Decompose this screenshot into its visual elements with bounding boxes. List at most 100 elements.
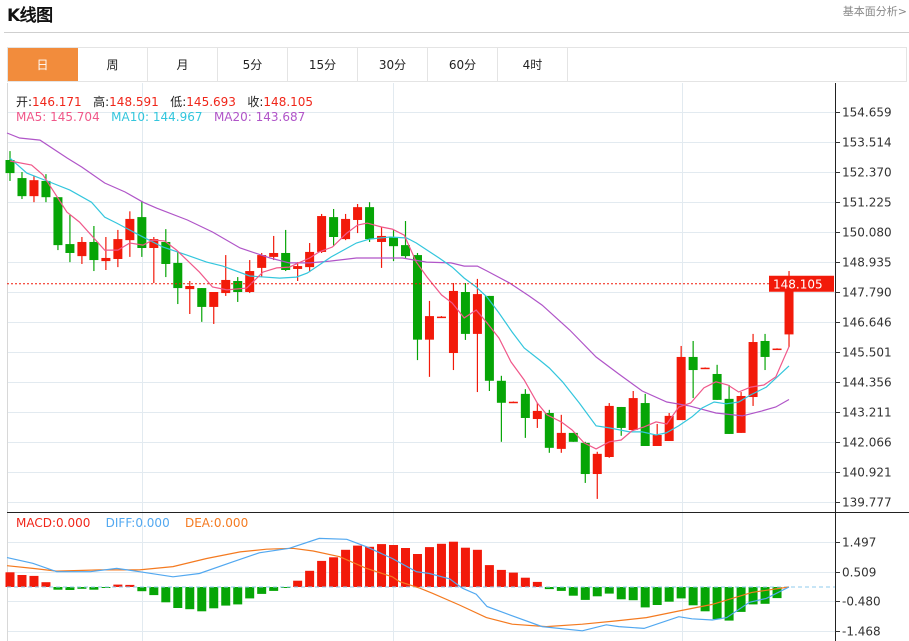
macd-histogram-bar [77, 587, 87, 589]
candle-down [484, 295, 494, 381]
candle-down [520, 393, 530, 418]
macd-histogram-bar [592, 587, 602, 597]
low-label: 低: [170, 95, 187, 109]
macd-histogram-bar [341, 549, 351, 587]
macd-histogram-bar [65, 587, 75, 590]
candle-up [209, 292, 219, 307]
macd-histogram-bar [700, 587, 710, 612]
tab-15min[interactable]: 15分 [288, 48, 358, 81]
macd-histogram-bar [412, 554, 422, 587]
ma20-value: 143.687 [255, 110, 306, 124]
diff-value: 0.000 [135, 516, 170, 530]
macd-histogram-bar [353, 545, 363, 587]
tab-30min[interactable]: 30分 [358, 48, 428, 81]
macd-histogram-bar [257, 587, 267, 594]
price-axis-label: 144.356 [842, 376, 892, 390]
ma5-line [9, 160, 790, 450]
candle-down [233, 281, 243, 292]
candle-up [556, 432, 566, 449]
candle-down [17, 178, 27, 197]
macd-histogram-bar [29, 575, 39, 587]
macd-histogram-bar [113, 584, 123, 587]
page-title: K线图 [7, 6, 53, 26]
ma5-value: 145.704 [50, 110, 100, 124]
price-axis-label: 154.659 [842, 106, 892, 120]
candle-down [173, 262, 183, 289]
macd-histogram-bar [41, 582, 51, 587]
candle-up [293, 266, 303, 269]
tab-month[interactable]: 月 [148, 48, 218, 81]
high-label: 高: [93, 95, 110, 109]
macd-axis-label: 1.497 [842, 536, 876, 550]
macd-histogram-bar [544, 587, 554, 590]
candle-up [77, 241, 87, 257]
ma10-value: 144.967 [152, 110, 203, 124]
candle-up [772, 348, 782, 351]
current-price-label: 148.105 [773, 277, 823, 291]
candle-up [472, 294, 482, 334]
ohlc-legend: 开:146.171 高:148.591 低:145.693 收:148.105 [16, 93, 313, 110]
candle-up [221, 279, 231, 294]
candle-up [436, 316, 446, 319]
candle-up [149, 239, 159, 248]
candle-down [688, 356, 698, 371]
candle-up [113, 239, 123, 259]
macd-histogram-bar [197, 587, 207, 612]
macd-histogram-bar [209, 587, 219, 609]
candle-up [676, 356, 686, 421]
macd-histogram-bar [628, 587, 638, 601]
macd-histogram-bar [424, 547, 434, 587]
macd-histogram-bar [688, 587, 698, 606]
macd-histogram-bar [580, 587, 590, 600]
macd-histogram-bar [724, 587, 734, 621]
fundamental-analysis-link[interactable]: 基本面分析> [842, 5, 907, 18]
ma10-line [9, 157, 790, 436]
macd-histogram-bar [532, 581, 542, 587]
close-label: 收: [247, 95, 264, 109]
dea-value: 0.000 [213, 516, 249, 530]
tab-day[interactable]: 日 [8, 48, 78, 81]
candle-up [604, 405, 614, 457]
candle-up [592, 453, 602, 475]
macd-histogram-bar [245, 587, 255, 599]
macd-histogram-bar [125, 584, 135, 587]
macd-histogram-bar [293, 580, 303, 587]
macd-histogram-bar [520, 577, 530, 587]
candle-down [640, 403, 650, 446]
candle-down [161, 241, 171, 264]
candle-up [245, 271, 255, 292]
macd-histogram-bar [652, 587, 662, 605]
tab-60min[interactable]: 60分 [428, 48, 498, 81]
macd-histogram-bar [137, 587, 147, 592]
candle-down [389, 237, 399, 247]
macd-histogram-bar [472, 549, 482, 587]
candle-up [448, 290, 458, 354]
tab-5min[interactable]: 5分 [218, 48, 288, 81]
candle-up [185, 285, 195, 290]
candle-down [197, 288, 207, 307]
macd-histogram-bar [676, 587, 686, 599]
macd-histogram-bar [17, 575, 27, 587]
period-tabs: 日 周 月 5分 15分 30分 60分 4时 [7, 47, 907, 82]
candle-down [568, 432, 578, 442]
macd-histogram-bar [436, 543, 446, 587]
macd-label: MACD: [16, 516, 57, 530]
macd-histogram-bar [5, 572, 15, 587]
candle-down [616, 406, 626, 428]
macd-legend: MACD:0.000 DIFF:0.000 DEA:0.000 [16, 516, 248, 530]
ma20-label: MA20: [213, 110, 252, 124]
candle-up [628, 398, 638, 431]
price-axis-label: 146.646 [842, 316, 892, 330]
header-divider [4, 32, 909, 33]
macd-histogram-bar [401, 548, 411, 587]
macd-axis-label: -0.480 [842, 595, 881, 609]
macd-histogram-bar [389, 545, 399, 587]
tab-week[interactable]: 周 [78, 48, 148, 81]
diff-line [6, 537, 790, 632]
price-axis-label: 140.921 [842, 466, 892, 480]
candle-up [532, 410, 542, 420]
macd-histogram-bar [281, 587, 291, 588]
candle-up [377, 235, 387, 242]
tab-4hour[interactable]: 4时 [498, 48, 568, 81]
